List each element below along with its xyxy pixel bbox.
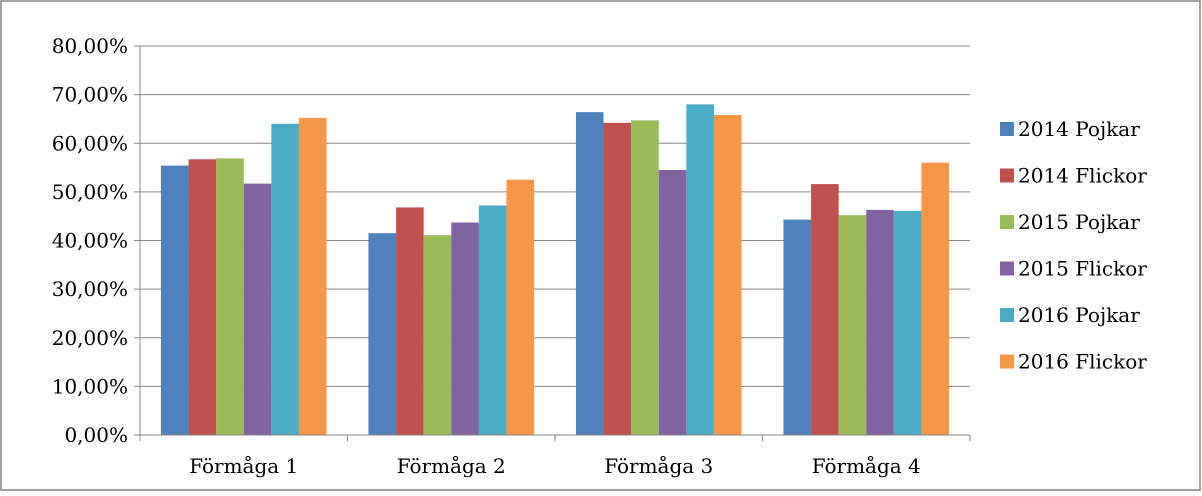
bar [603,122,632,435]
x-category-label: Förmåga 2 [397,454,506,478]
bar [866,209,894,435]
legend-swatch [1000,261,1014,276]
y-tick-label: 10,00% [52,374,128,398]
y-tick-label: 60,00% [52,131,128,155]
x-category-labels: Förmåga 1 Förmåga 2 Förmåga 3 Förmåga 4 [189,454,921,478]
legend-label: 2015 Pojkar [1018,210,1140,234]
legend-label: 2014 Pojkar [1018,117,1140,141]
y-tick-label: 30,00% [52,277,128,301]
y-tick-label: 80,00% [52,34,128,58]
legend-swatch [1000,308,1014,322]
bar [160,165,189,435]
bar [216,158,244,436]
legend-swatch [1000,122,1014,136]
y-tick-label: 20,00% [52,326,128,350]
legend-swatch [1000,168,1014,183]
bar [368,233,397,435]
bar [686,104,714,435]
axes [134,45,971,441]
legend-label: 2014 Flickor [1018,164,1147,188]
bar [921,162,950,435]
bar [396,207,424,435]
bar [713,115,742,436]
bar [631,120,659,436]
bar [188,159,217,435]
y-tick-label: 70,00% [52,83,128,107]
x-category-label: Förmåga 3 [604,454,713,478]
bar [506,179,535,435]
bar [811,184,839,435]
legend-swatch [1000,354,1014,369]
legend-label: 2016 Pojkar [1018,303,1140,327]
bar [838,215,867,435]
y-tick-label: 0,00% [64,423,128,447]
y-tick-label: 40,00% [52,229,128,253]
bar [298,117,327,435]
x-category-label: Förmåga 4 [812,454,921,478]
x-category-label: Förmåga 1 [189,454,298,478]
bar [783,219,812,435]
y-tick-labels: 0,00% 10,00% 20,00% 30,00% 40,00% 50,00% 60,00… [52,34,128,447]
bar [658,169,687,435]
y-tick-label: 50,00% [52,180,128,204]
bar [451,222,479,435]
bar [271,123,299,436]
bar [243,183,272,435]
bar [478,205,507,435]
bar [575,112,604,435]
bar [893,210,922,435]
legend: 2014 Pojkar 2014 Flickor 2015 Pojkar 2015 F… [1000,117,1147,374]
legend-swatch [1000,215,1014,229]
bar [423,235,452,435]
legend-label: 2015 Flickor [1018,257,1147,281]
legend-label: 2016 Flickor [1018,350,1147,374]
bars [160,104,950,436]
